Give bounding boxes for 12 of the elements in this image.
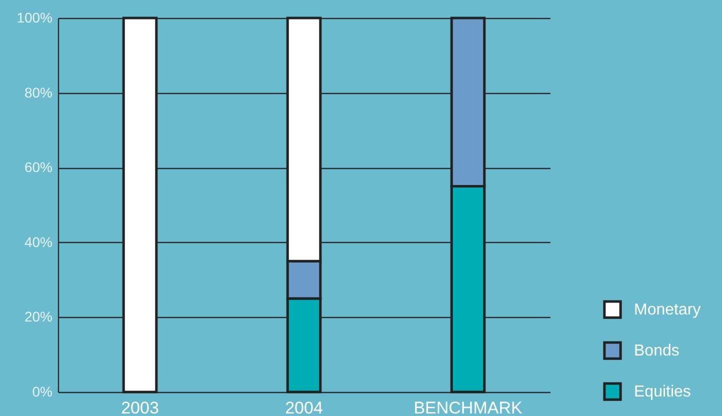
legend-label: Equities — [634, 384, 691, 400]
x-tick-label: BENCHMARK — [414, 398, 523, 416]
x-tick-label: 2003 — [121, 398, 159, 416]
x-tick-label: 2004 — [285, 398, 323, 416]
legend-label: Monetary — [634, 302, 701, 318]
y-tick-label: 0% — [32, 384, 52, 400]
y-tick-label: 20% — [24, 308, 52, 325]
y-tick-label: 100% — [16, 10, 52, 26]
y-tick-label: 60% — [24, 159, 52, 176]
y-tick-label: 80% — [24, 84, 52, 100]
y-tick-label: 40% — [24, 234, 52, 250]
legend-label: Bonds — [634, 342, 680, 360]
